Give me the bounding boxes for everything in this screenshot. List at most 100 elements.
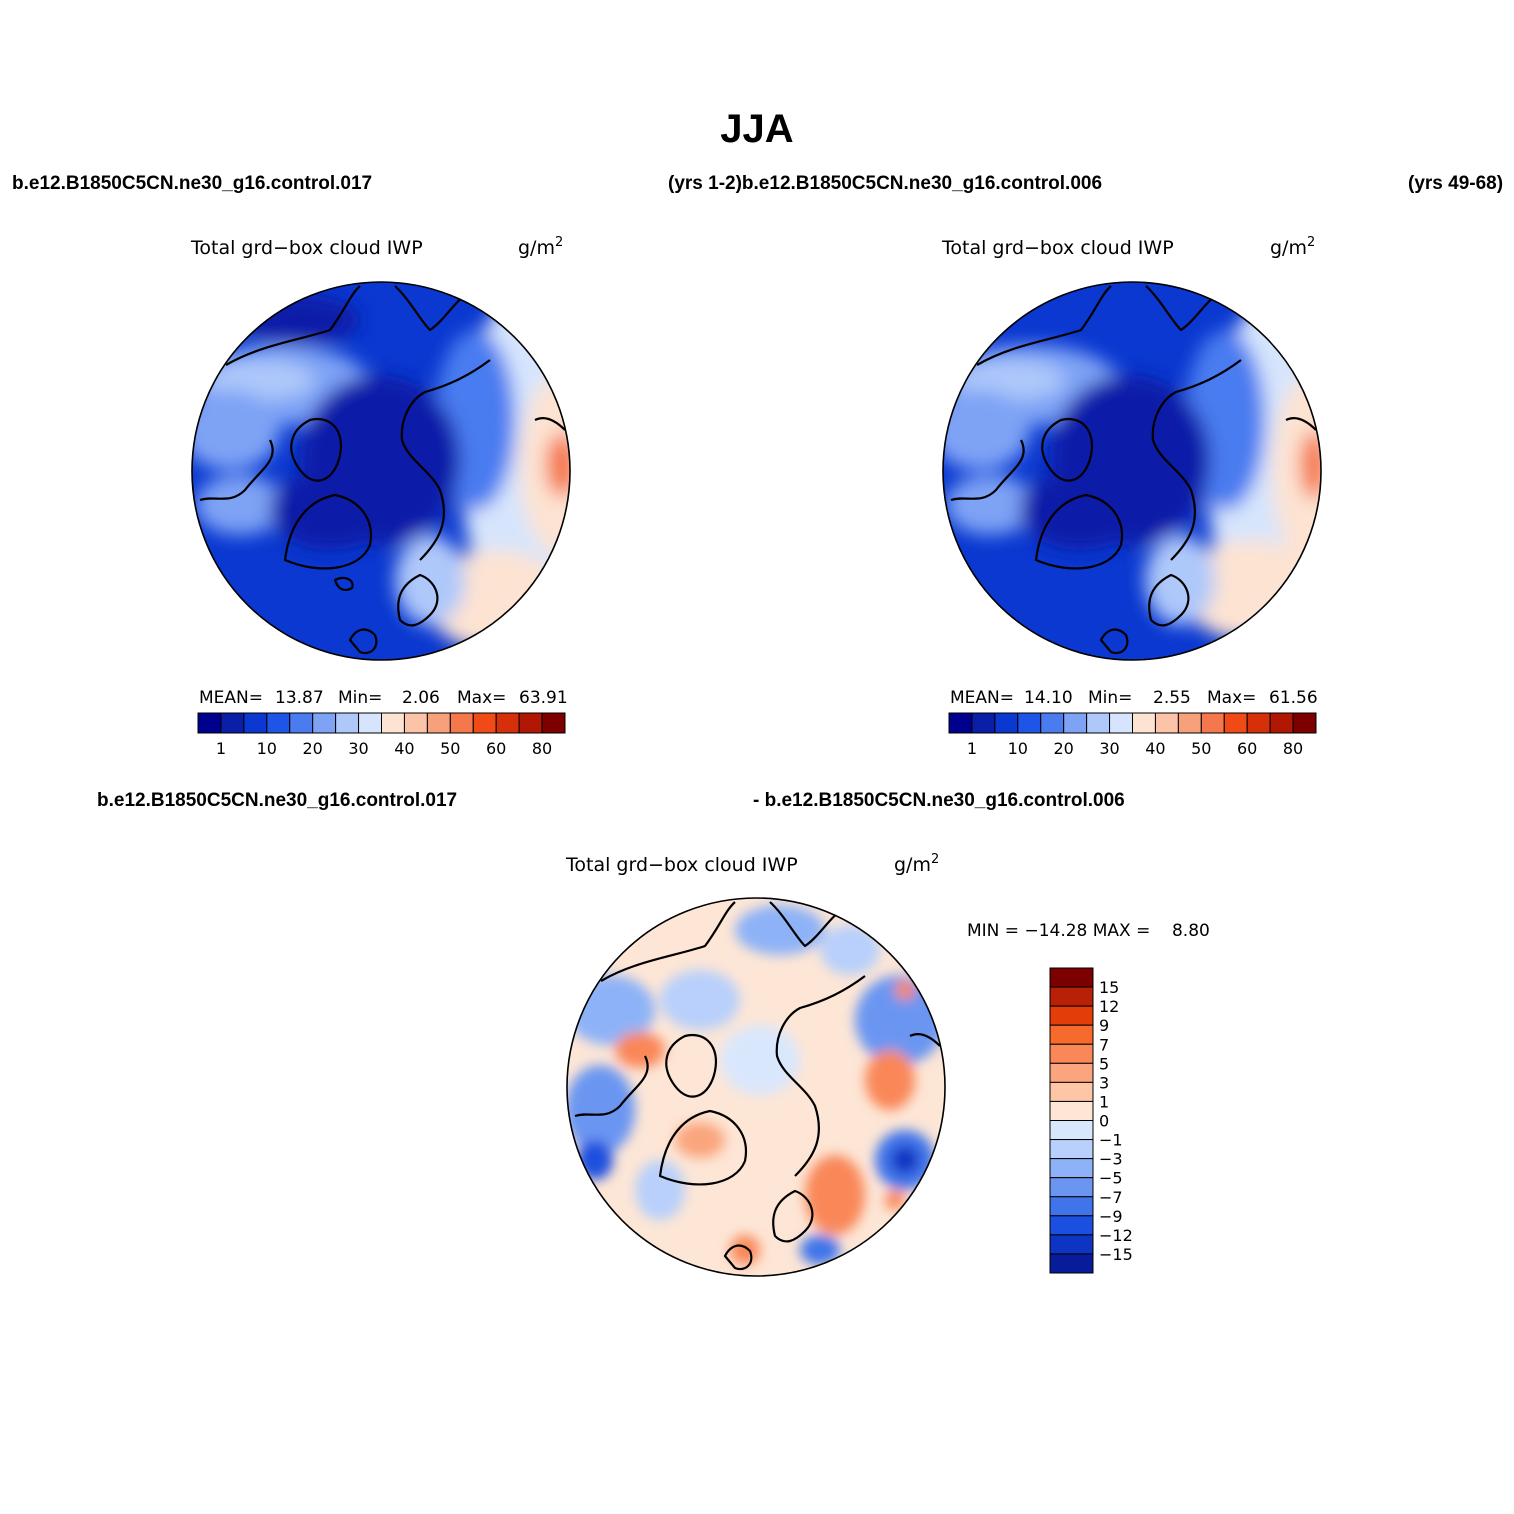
colorbar-swatch — [358, 712, 382, 734]
colorbar-swatch — [1049, 1081, 1094, 1102]
colorbar-swatch — [1049, 1005, 1094, 1026]
stat-mean-label: MEAN= — [199, 688, 263, 708]
colorbar-tick-label: 12 — [1099, 997, 1119, 1016]
colorbar-swatch — [1154, 712, 1179, 734]
colorbar-swatch — [1049, 1139, 1094, 1160]
colorbar-tick-label: −7 — [1099, 1188, 1123, 1207]
colorbar-swatch — [1049, 1234, 1094, 1255]
colorbar-swatch — [1049, 1043, 1094, 1064]
colorbar-tick-label: 50 — [1191, 739, 1211, 758]
colorbar-swatch — [197, 712, 222, 734]
colorbar-tick-label: 5 — [1099, 1054, 1109, 1073]
colorbar-swatch — [971, 712, 996, 734]
colorbar-swatch — [1223, 712, 1248, 734]
colorbar-tick-label: 30 — [348, 739, 368, 758]
colorbar-tick-label: 0 — [1099, 1112, 1109, 1131]
colorbar-tick-label: −9 — [1099, 1207, 1123, 1226]
map-boundary — [191, 281, 571, 661]
colorbar-tick-label: 80 — [532, 739, 552, 758]
colorbar-swatch — [1049, 1100, 1094, 1121]
colorbar-tick-label: 3 — [1099, 1073, 1109, 1092]
stat-min-label: Min= — [1088, 688, 1132, 708]
colorbar-swatch — [541, 712, 566, 734]
colorbar-swatch — [426, 712, 451, 734]
colorbar-tick-label: 7 — [1099, 1035, 1109, 1054]
colorbar: 1 10 20 30 40 50 60 80 — [197, 712, 566, 758]
colorbar-swatch — [1017, 712, 1042, 734]
colorbar: 1 10 20 30 40 50 60 80 — [948, 712, 1317, 758]
colorbar-tick-label: 40 — [394, 739, 414, 758]
colorbar-swatch — [1292, 712, 1317, 734]
colorbar-swatch — [1109, 712, 1133, 734]
colorbar-tick-label: 1 — [216, 739, 226, 758]
colorbar-tick-label: 10 — [1008, 739, 1028, 758]
colorbar-swatch — [381, 712, 405, 734]
colorbar-tick-label: 10 — [257, 739, 277, 758]
colorbar-swatch — [266, 712, 291, 734]
colorbar-tick-label: 60 — [486, 739, 506, 758]
colorbar-tick-label: 9 — [1099, 1016, 1109, 1035]
colorbar-swatch — [1040, 712, 1065, 734]
top-right-label: (yrs 49-68) — [1408, 173, 1503, 194]
colorbar-swatch — [1049, 1196, 1094, 1217]
colorbar-tick-label: 20 — [1054, 739, 1074, 758]
colorbar-swatch — [1200, 712, 1225, 734]
colorbar-tick-label: 1 — [1099, 1092, 1109, 1111]
colorbar-tick-label: 40 — [1145, 739, 1165, 758]
colorbar-swatch — [1049, 1215, 1094, 1236]
colorbar-tick-label: 1 — [967, 739, 977, 758]
colorbar-swatch — [220, 712, 245, 734]
colorbar-tick-label: −15 — [1099, 1245, 1133, 1264]
panel-units-label: g/m2 — [1270, 235, 1315, 259]
colorbar-swatch — [312, 712, 337, 734]
colorbar-swatch — [1086, 712, 1111, 734]
colorbar-swatch — [1049, 1158, 1094, 1179]
stat-min-label: Min= — [338, 688, 382, 708]
colorbar-swatch — [1269, 712, 1294, 734]
colorbar-tick-label: 30 — [1099, 739, 1119, 758]
colorbar-tick-label: 80 — [1283, 739, 1303, 758]
colorbar-tick-label: −12 — [1099, 1226, 1133, 1245]
stat-max-value: 61.56 — [1269, 688, 1318, 708]
difference-min-max: MIN = −14.28 MAX = 8.80 — [967, 921, 1210, 941]
colorbar-swatch — [403, 712, 428, 734]
map-panel-difference: Total grd−box cloud IWP g/m2 — [565, 852, 1210, 1277]
colorbar-swatch — [1246, 712, 1271, 734]
top-middle-label: (yrs 1-2)b.e12.B1850C5CN.ne30_g16.contro… — [668, 173, 1102, 194]
stat-min-value: 2.55 — [1153, 688, 1191, 708]
colorbar-tick-label: 50 — [440, 739, 460, 758]
figure-title: JJA — [720, 107, 793, 151]
colorbar-swatch — [1049, 967, 1094, 988]
colorbar-swatch — [472, 712, 497, 734]
stat-mean-value: 13.87 — [275, 688, 324, 708]
colorbar-swatch — [1177, 712, 1202, 734]
colorbar-swatch — [1049, 1120, 1094, 1141]
colorbar-swatch — [1049, 1062, 1094, 1083]
colorbar-swatch — [449, 712, 474, 734]
top-left-case-label: b.e12.B1850C5CN.ne30_g16.control.017 — [12, 173, 372, 194]
colorbar-tick-label: −3 — [1099, 1150, 1123, 1169]
map-boundary — [566, 897, 946, 1277]
colorbar-tick-label: 20 — [303, 739, 323, 758]
panel-variable-label: Total grd−box cloud IWP — [190, 237, 423, 259]
panel-units-label: g/m2 — [518, 235, 563, 259]
colorbar-swatch — [289, 712, 314, 734]
colorbar-tick-label: 60 — [1237, 739, 1257, 758]
stat-mean-label: MEAN= — [950, 688, 1014, 708]
bottom-left-case-label: b.e12.B1850C5CN.ne30_g16.control.017 — [97, 790, 457, 811]
stat-max-label: Max= — [457, 688, 506, 708]
colorbar-swatch — [994, 712, 1019, 734]
colorbar-tick-label: −1 — [1099, 1131, 1123, 1150]
colorbar-swatch — [518, 712, 543, 734]
panel-variable-label: Total grd−box cloud IWP — [565, 854, 798, 876]
polar-map-field — [192, 282, 570, 660]
colorbar-swatch — [1049, 1177, 1094, 1198]
stat-max-value: 63.91 — [519, 688, 568, 708]
colorbar-swatch — [495, 712, 520, 734]
stat-max-label: Max= — [1207, 688, 1256, 708]
map-panel-control-006: Total grd−box cloud IWP g/m2 — [941, 235, 1322, 758]
map-boundary — [942, 281, 1322, 661]
map-panel-control-017: Total grd−box cloud IWP g/m2 — [190, 235, 571, 758]
polar-map-field — [567, 898, 945, 1276]
